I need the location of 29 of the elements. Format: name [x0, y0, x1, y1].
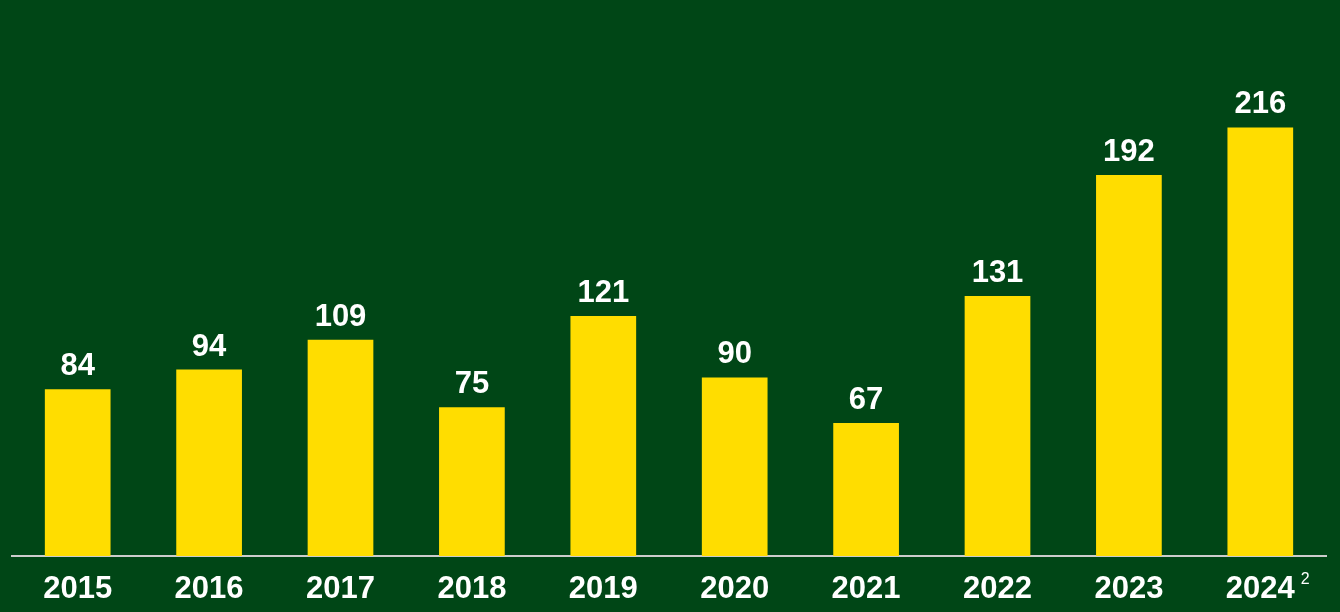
bar	[570, 315, 637, 556]
bar	[964, 296, 1031, 556]
bar	[44, 389, 111, 556]
bar	[439, 407, 505, 556]
data-label: 121	[577, 273, 630, 309]
data-label: 192	[1103, 133, 1155, 169]
x-tick-label: 2016	[174, 570, 244, 605]
data-label: 90	[717, 335, 752, 371]
x-tick-label: 2022	[963, 570, 1032, 605]
x-tick-label: 2019	[568, 570, 638, 605]
x-tick-label: 2021	[831, 570, 901, 605]
data-label: 131	[971, 254, 1024, 290]
data-label: 84	[60, 347, 96, 383]
x-tick-label: 2015	[43, 570, 113, 605]
bar	[176, 369, 242, 556]
x-tick-label: 2017	[306, 570, 375, 605]
bar	[833, 423, 899, 556]
x-tick-label: 2018	[437, 570, 507, 605]
data-label: 216	[1234, 85, 1287, 121]
bar	[307, 339, 374, 556]
bar	[701, 377, 768, 556]
x-tick-label: 2020	[700, 570, 770, 605]
data-label: 75	[454, 365, 490, 401]
bar	[1096, 175, 1162, 556]
bar	[1227, 127, 1294, 556]
data-label: 109	[314, 297, 367, 333]
data-label: 94	[191, 327, 228, 363]
data-label: 67	[848, 381, 884, 417]
x-tick-label: 2023	[1094, 570, 1164, 605]
